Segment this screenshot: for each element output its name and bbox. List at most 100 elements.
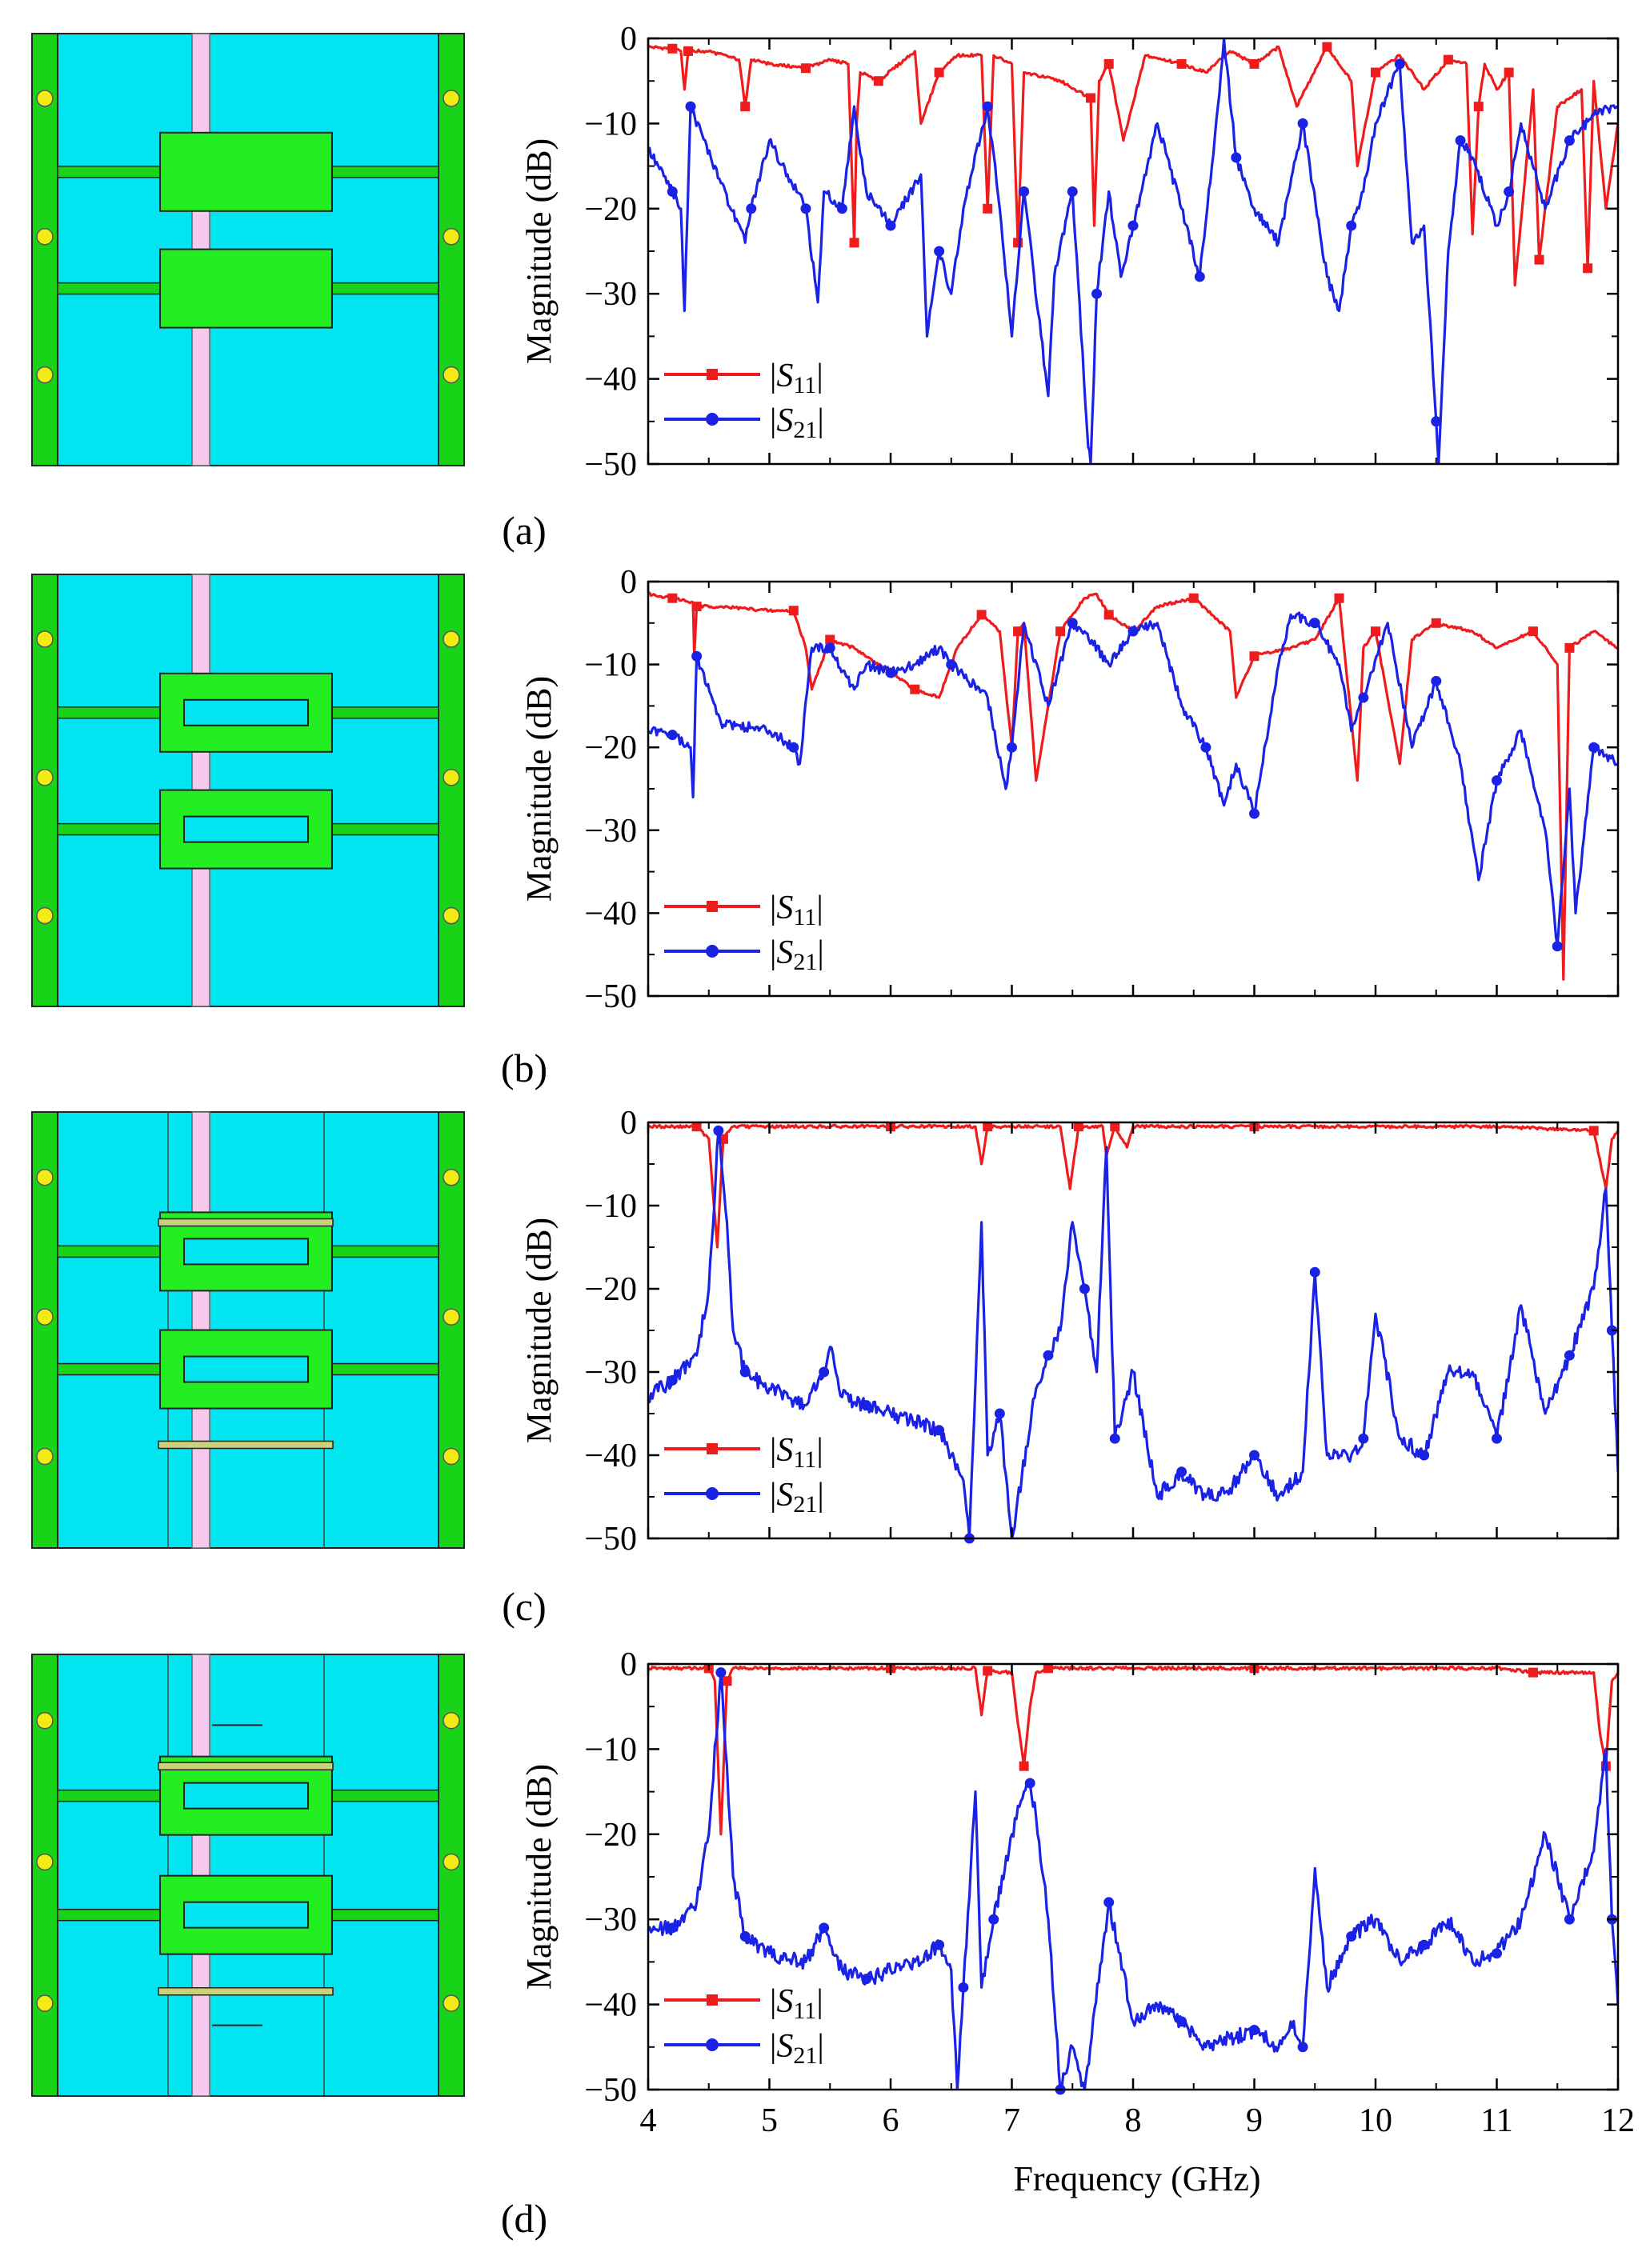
legend-s21: |S21| <box>664 402 824 443</box>
s21-marker <box>1067 618 1078 629</box>
right-rail <box>438 574 465 1007</box>
s21-marker <box>1492 1948 1502 1959</box>
y-tick-label: −40 <box>584 1987 637 2024</box>
s11-marker <box>683 46 693 56</box>
s21-marker <box>885 667 896 678</box>
chart-panel-d: 4 5 6 7 8 9 10 11 12 0 −10 −20 −30 −40 −50 Magnitude (d… <box>519 1646 1635 2139</box>
s21-marker <box>819 1922 830 1934</box>
s21-marker <box>1249 808 1260 819</box>
s21-series-line <box>648 611 1618 948</box>
s21-marker <box>934 1425 945 1436</box>
s11-marker <box>983 1666 993 1676</box>
schematic-panel-c <box>31 1111 465 1549</box>
legend-s21: |S21| <box>664 1477 824 1518</box>
via-hole <box>443 906 460 925</box>
s11-marker <box>1073 1122 1083 1132</box>
y-tick-label: −30 <box>584 1354 637 1391</box>
s11-marker <box>1528 1667 1538 1678</box>
s11-marker <box>1473 102 1484 112</box>
legend-s11: |S11| <box>664 1432 823 1473</box>
via-hole <box>36 1994 54 2012</box>
s21-marker <box>1007 742 1017 753</box>
resonator-patch <box>159 248 333 329</box>
s21-marker <box>1297 118 1308 129</box>
s21-marker <box>1492 775 1502 786</box>
s11-marker <box>1583 263 1593 274</box>
s21-marker <box>1564 135 1575 146</box>
y-tick-label: −20 <box>584 1271 637 1308</box>
schematic-panel-d <box>31 1654 465 2097</box>
patch-slot <box>183 1901 309 1929</box>
s21-marker <box>1358 692 1369 703</box>
panel-letter-a: (a) <box>502 508 547 553</box>
panel-letters: (a) (b) (c) (d) <box>501 508 547 2241</box>
legend: |S11||S21| <box>664 1983 824 2069</box>
s21-marker <box>988 1914 999 1925</box>
via-hole <box>36 366 54 384</box>
via-hole <box>36 1169 54 1186</box>
patch-slot <box>183 1238 309 1266</box>
s21-marker <box>982 101 993 112</box>
legend-s11-marker <box>707 1443 718 1454</box>
s21-marker <box>994 1408 1005 1419</box>
via-hole <box>443 1712 460 1730</box>
structure-schematics <box>31 33 465 2097</box>
y-tick-label: −30 <box>584 1902 637 1938</box>
via-hole <box>443 1994 460 2012</box>
y-axis-label: Magnitude (dB) <box>519 138 559 364</box>
plot-frame <box>647 580 1620 998</box>
s21-marker <box>934 246 945 257</box>
s11-marker <box>1103 58 1114 69</box>
via-hole <box>443 366 460 384</box>
s11-marker <box>1085 93 1095 103</box>
x-tick-label: 7 <box>1003 2102 1020 2139</box>
via-hole <box>443 1308 460 1326</box>
y-tick-label: −50 <box>584 2072 637 2109</box>
s11-marker <box>1249 58 1260 69</box>
s21-marker <box>1455 135 1466 146</box>
s11-marker <box>983 203 993 214</box>
legend-s11: |S11| <box>664 1983 823 2024</box>
via-hole <box>36 1712 54 1730</box>
s21-marker <box>885 220 896 231</box>
s11-marker <box>1371 626 1380 637</box>
via-hole <box>36 90 54 107</box>
legend-s11-marker <box>707 1994 718 2006</box>
panel-letter-c: (c) <box>502 1584 547 1629</box>
legend-s11: |S11| <box>664 358 823 398</box>
s21-marker <box>1431 675 1442 686</box>
s11-series-line <box>648 1123 1618 1249</box>
s21-marker <box>1552 941 1563 952</box>
s21-marker <box>946 659 957 670</box>
s21-marker <box>788 742 799 753</box>
y-axis-label: Magnitude (dB) <box>519 676 559 902</box>
via-hole <box>443 769 460 786</box>
y-axis-label: Magnitude (dB) <box>519 1218 559 1443</box>
legend: |S11||S21| <box>664 358 824 443</box>
s11-marker <box>1176 58 1187 69</box>
y-tick-label: −50 <box>584 978 637 1015</box>
s21-marker <box>1067 186 1078 198</box>
s21-marker <box>746 203 757 214</box>
s21-marker <box>1419 1939 1430 1950</box>
s11-marker <box>1534 254 1544 265</box>
legend-s11-marker <box>707 369 718 380</box>
s11-marker <box>976 610 987 620</box>
s21-marker <box>1194 271 1205 282</box>
y-tick-label: −30 <box>584 276 637 313</box>
via-hole <box>36 769 54 786</box>
y-tick-label: −50 <box>584 1521 637 1558</box>
s21-marker <box>1504 186 1515 198</box>
schematic-panel-a <box>31 33 465 466</box>
y-tick-label: −40 <box>584 895 637 932</box>
s21-marker <box>1346 1930 1357 1942</box>
s21-marker <box>1394 58 1405 70</box>
s11-series-line <box>648 1665 1618 1836</box>
legend-s21: |S21| <box>664 2028 824 2069</box>
s21-marker <box>1176 1466 1187 1478</box>
legend-s21-label: |S21| <box>770 934 824 975</box>
via-hole <box>36 1447 54 1466</box>
via-hole <box>36 630 54 648</box>
via-hole <box>443 90 460 107</box>
